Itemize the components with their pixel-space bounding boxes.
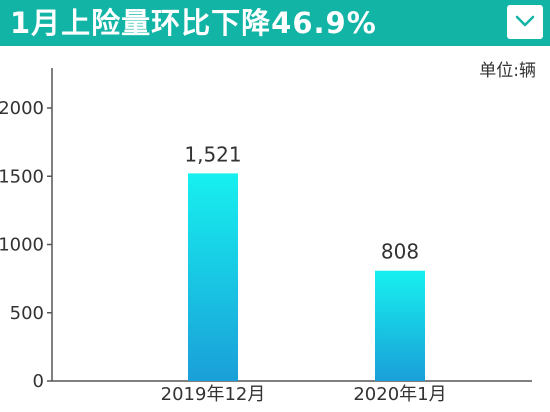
bar-1: [375, 270, 425, 381]
bars: [188, 173, 425, 381]
y-tick-label: 500: [10, 303, 44, 324]
x-tick-label: 2019年12月: [161, 384, 266, 405]
title-bar: 1月上险量环比下降46.9%: [0, 0, 550, 46]
y-axis-ticks: 0 500 1000 1500 2000: [0, 98, 52, 392]
chevron-down-icon: [515, 15, 535, 27]
data-labels: 1,521 808: [184, 142, 419, 263]
y-tick-label: 0: [33, 371, 44, 392]
y-tick-label: 1000: [0, 235, 44, 256]
bar-value-label: 1,521: [184, 142, 241, 166]
x-axis-ticks: 2019年12月 2020年1月: [161, 384, 447, 405]
x-tick-label: 2020年1月: [353, 384, 446, 405]
bar-0: [188, 173, 238, 381]
collapse-toggle-button[interactable]: [507, 5, 543, 39]
y-tick-label: 2000: [0, 98, 44, 119]
chart-title: 1月上险量环比下降46.9%: [10, 6, 377, 40]
y-tick-label: 1500: [0, 166, 44, 187]
bar-value-label: 808: [381, 240, 419, 264]
unit-label: 单位:辆: [479, 61, 536, 81]
